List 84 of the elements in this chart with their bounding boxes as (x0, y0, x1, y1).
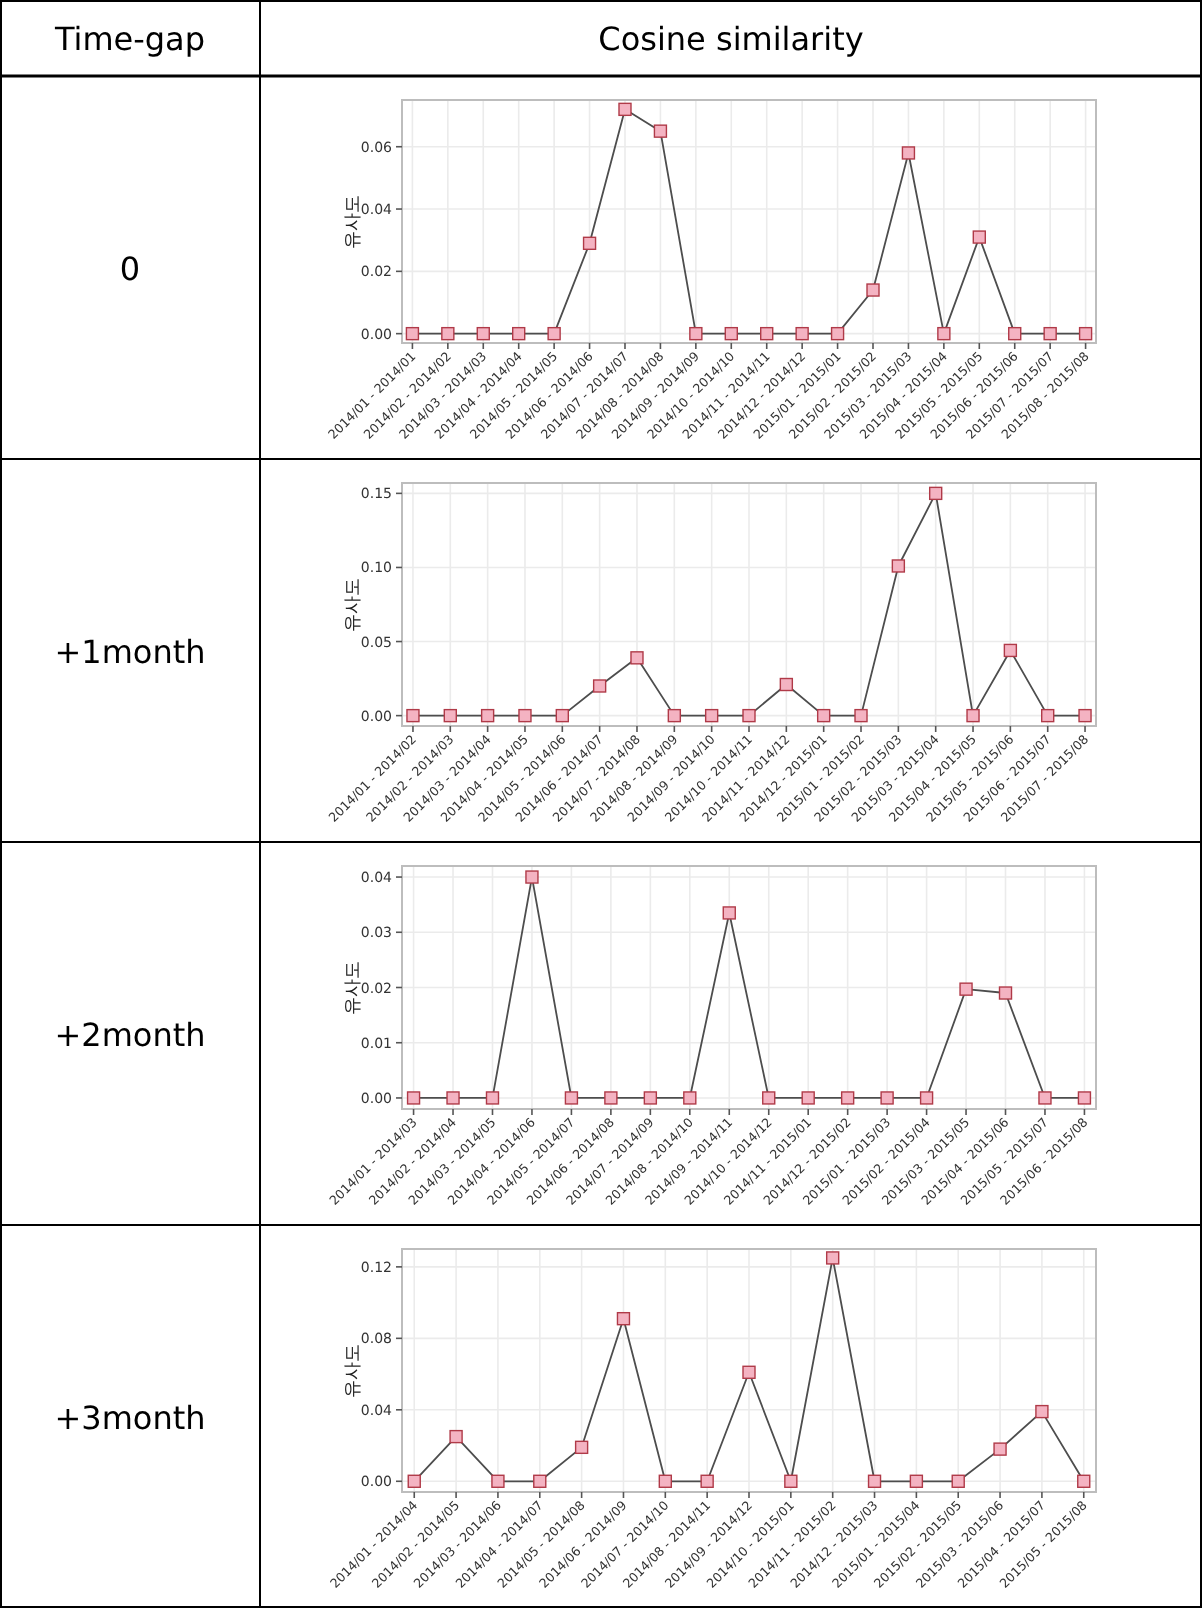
point (972, 230, 986, 244)
point (630, 651, 644, 665)
point (937, 326, 951, 341)
point (689, 326, 703, 341)
point (866, 283, 880, 297)
point (724, 326, 738, 341)
point (443, 708, 457, 723)
point (406, 1091, 421, 1105)
point (555, 708, 570, 723)
point (760, 326, 774, 341)
point (891, 559, 906, 573)
point (449, 1429, 463, 1444)
point (722, 906, 736, 920)
point (1038, 1091, 1052, 1105)
point (784, 1474, 798, 1488)
point (1043, 326, 1057, 341)
point (966, 708, 980, 723)
point (1078, 708, 1092, 723)
text: +1month (54, 632, 206, 671)
point (840, 1091, 855, 1105)
y-axis-title: 유사도 (344, 194, 364, 249)
point (407, 1474, 421, 1488)
point (1008, 326, 1022, 341)
point (405, 326, 420, 341)
point (762, 1091, 776, 1105)
text: Cosine similarity (598, 20, 864, 58)
point (742, 1365, 756, 1379)
point (604, 1091, 618, 1105)
point (830, 326, 845, 341)
point (491, 1474, 505, 1488)
point (742, 708, 756, 723)
y-axis-title: 유사도 (344, 1343, 364, 1398)
point (700, 1474, 714, 1488)
point (564, 1091, 579, 1105)
point (1041, 708, 1055, 723)
point (533, 1474, 547, 1488)
point (816, 708, 831, 723)
point (618, 102, 632, 117)
point (867, 1474, 882, 1488)
text: +3month (54, 1398, 206, 1437)
y-axis-title: 유사도 (344, 960, 364, 1015)
point (928, 486, 943, 501)
point (653, 124, 668, 138)
point (704, 708, 719, 723)
point (476, 326, 490, 341)
point (1035, 1404, 1049, 1419)
y-axis-title: 유사도 (344, 577, 364, 632)
point (547, 326, 561, 341)
point (518, 708, 532, 723)
point (525, 870, 539, 884)
text: 0 (119, 249, 141, 288)
point (998, 986, 1013, 1000)
point (909, 1474, 924, 1488)
point (951, 1474, 965, 1488)
point (880, 1091, 894, 1105)
point (683, 1091, 697, 1105)
point (901, 146, 916, 160)
point (795, 326, 809, 341)
point (643, 1091, 658, 1105)
point (779, 677, 794, 692)
point (919, 1091, 934, 1105)
text: Time-gap (52, 20, 206, 58)
point (592, 679, 607, 693)
point (1077, 1474, 1091, 1488)
point (825, 1251, 840, 1265)
point (446, 1091, 460, 1105)
point (1003, 643, 1018, 658)
point (616, 1311, 631, 1326)
point (406, 708, 420, 723)
point (512, 326, 526, 341)
point (667, 708, 682, 723)
point (658, 1474, 673, 1488)
point (485, 1091, 500, 1105)
point (441, 326, 455, 341)
point (574, 1440, 589, 1455)
point (480, 708, 495, 723)
point (1077, 1091, 1092, 1105)
point (1078, 326, 1093, 341)
point (582, 236, 597, 251)
point (959, 982, 973, 996)
point (993, 1442, 1007, 1456)
point (801, 1091, 815, 1105)
text: +2month (54, 1015, 206, 1054)
point (854, 708, 868, 723)
